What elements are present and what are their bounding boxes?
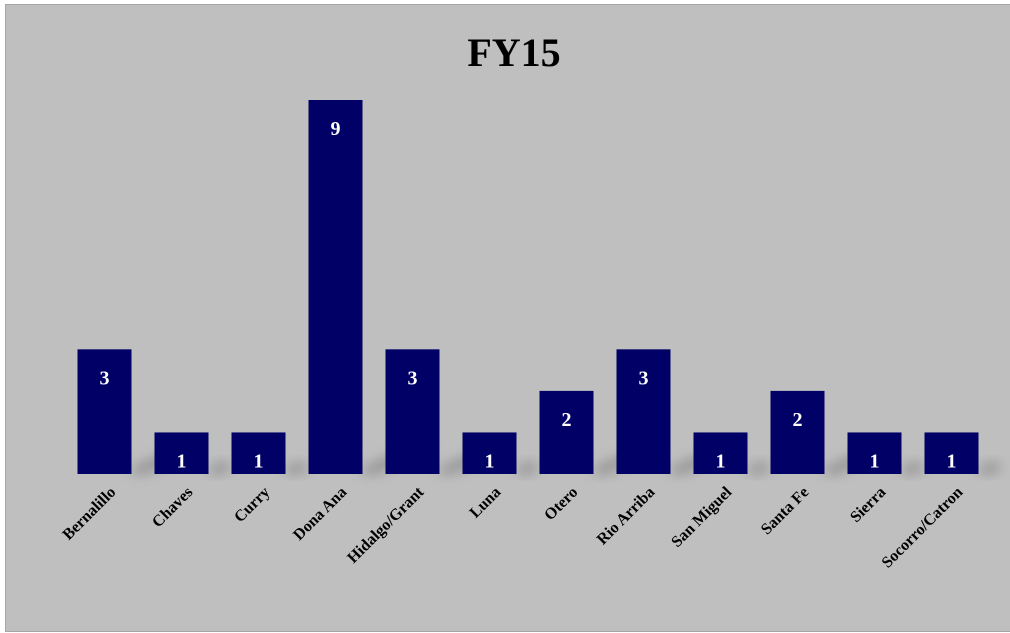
data-label: 1 <box>485 450 495 472</box>
category-label: Luna <box>467 484 505 522</box>
bar-shadow <box>747 461 773 474</box>
bar-shadow <box>978 461 1004 474</box>
bar <box>385 349 440 474</box>
bar <box>539 390 594 474</box>
bar <box>231 432 286 474</box>
bar <box>154 432 209 474</box>
chart-area <box>5 4 1010 632</box>
category-label: Chaves <box>149 484 196 531</box>
category-label: Rio Arriba <box>594 484 659 549</box>
category-label: Dona Ana <box>290 484 350 544</box>
bar <box>462 432 517 474</box>
data-label: 1 <box>947 450 957 472</box>
bar <box>308 100 363 474</box>
category-label: Santa Fe <box>758 484 812 538</box>
category-labels: Bernalillo Chaves Curry Dona AnaHidalgo/Gra… <box>60 483 967 571</box>
category-label: Socorro/Catron <box>879 484 967 572</box>
data-label: 1 <box>254 450 264 472</box>
data-label: 2 <box>793 409 803 431</box>
category-label: Sierra <box>847 484 889 526</box>
data-label: 9 <box>331 118 341 140</box>
category-label: Curry <box>231 484 273 526</box>
data-label: 1 <box>177 450 187 472</box>
bar <box>693 432 748 474</box>
bar-shadow <box>901 461 927 474</box>
category-label: Otero <box>541 484 581 524</box>
bars <box>77 100 979 474</box>
bar <box>847 432 902 474</box>
data-label: 1 <box>716 450 726 472</box>
bar <box>770 390 825 474</box>
data-label: 1 <box>870 450 880 472</box>
data-label: 3 <box>639 367 649 389</box>
bar-shadow <box>516 461 542 474</box>
bar-shadow <box>285 461 311 474</box>
bar <box>924 432 979 474</box>
chart-title: FY15 <box>467 30 560 75</box>
bar-shadow <box>208 461 234 474</box>
data-label: 3 <box>100 367 110 389</box>
category-label: San Miguel <box>668 483 735 550</box>
category-label: Hidalgo/Grant <box>344 483 428 567</box>
bar <box>616 349 671 474</box>
bar <box>77 349 132 474</box>
value-labels: 3 1 1 9 3 1 2 3 1 2 1 1 <box>100 118 957 472</box>
data-label: 3 <box>408 367 418 389</box>
category-label: Bernalillo <box>60 484 120 544</box>
data-label: 2 <box>562 409 572 431</box>
